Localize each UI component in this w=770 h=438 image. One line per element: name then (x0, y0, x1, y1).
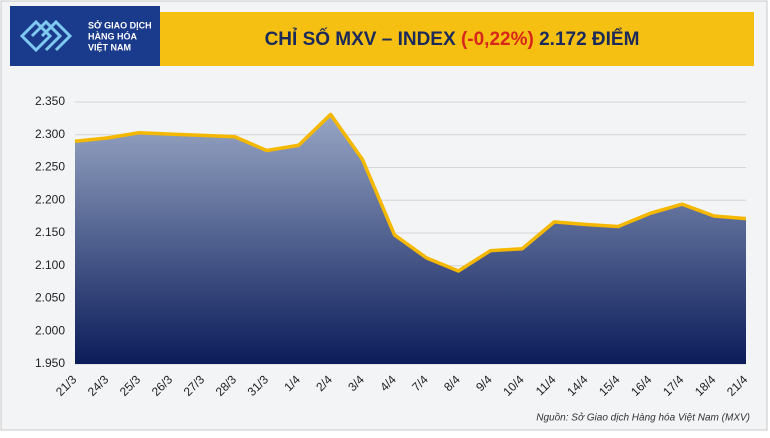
y-tick-label: 2.150 (35, 225, 65, 239)
source: Nguồn: Sở Giao dịch Hàng hóa Việt Nam (M… (536, 412, 750, 424)
logo-text: VIỆT NAM (88, 41, 131, 52)
logo-icon (19, 19, 73, 53)
title-part: 2.172 ĐIỂM (539, 28, 639, 50)
y-tick-label: 2.000 (35, 323, 65, 337)
logo-box (10, 6, 160, 66)
title-change: (-0,22%) (461, 29, 534, 50)
y-tick-label: 2.350 (35, 94, 65, 108)
y-tick-label: 1.950 (35, 356, 65, 370)
logo-text: SỞ GIAO DỊCH (88, 19, 152, 30)
logo-text: HÀNG HÓA (88, 30, 137, 41)
chart-title: CHỈ SỐ MXV – INDEX (-0,22%) 2.172 ĐIỂM (265, 28, 640, 50)
y-tick-label: 2.200 (35, 192, 65, 206)
area (75, 114, 746, 364)
y-tick-label: 2.250 (35, 160, 65, 174)
y-tick-label: 2.050 (35, 291, 65, 305)
y-tick-label: 2.300 (35, 127, 65, 141)
title-band (150, 12, 754, 66)
y-tick-label: 2.100 (35, 258, 65, 272)
line (74, 112, 747, 273)
title-part: CHỈ SỐ MXV – INDEX (265, 28, 456, 50)
